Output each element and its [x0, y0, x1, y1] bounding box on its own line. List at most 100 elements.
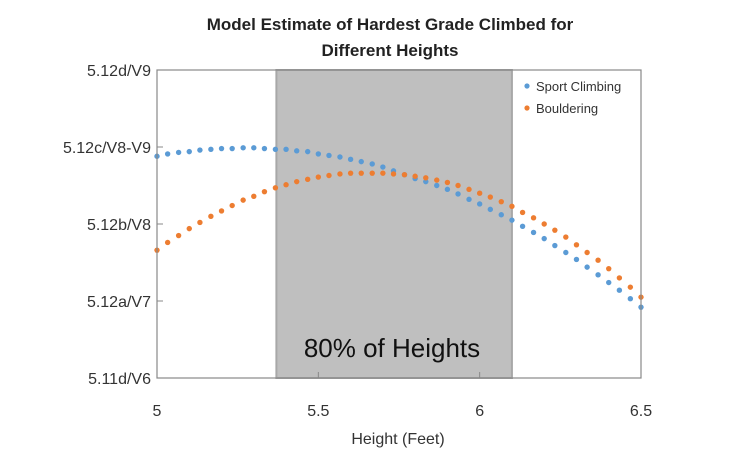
point-bouldering — [240, 197, 246, 203]
point-sport-climbing — [197, 147, 203, 153]
point-bouldering — [476, 190, 483, 196]
point-bouldering — [423, 175, 429, 181]
point-sport-climbing — [541, 235, 547, 242]
point-bouldering — [315, 174, 322, 180]
legend-marker-bouldering — [524, 105, 530, 111]
legend-label-sport-climbing: Sport Climbing — [536, 79, 621, 94]
x-tick-label: 6.5 — [630, 403, 652, 420]
point-bouldering — [466, 186, 472, 193]
point-sport-climbing — [466, 196, 472, 203]
point-sport-climbing — [218, 145, 225, 152]
point-bouldering — [616, 275, 623, 281]
point-bouldering — [541, 221, 547, 227]
x-axis-label: Height (Feet) — [351, 431, 444, 448]
y-tick-label: 5.12d/V9 — [87, 63, 151, 80]
point-bouldering — [229, 202, 235, 209]
point-sport-climbing — [272, 146, 279, 153]
point-sport-climbing — [186, 148, 192, 155]
point-sport-climbing — [358, 158, 364, 165]
point-sport-climbing — [434, 182, 440, 189]
point-bouldering — [627, 284, 634, 290]
point-bouldering — [606, 265, 612, 272]
point-bouldering — [390, 171, 397, 177]
point-sport-climbing — [476, 201, 483, 207]
point-sport-climbing — [530, 229, 537, 236]
point-bouldering — [218, 208, 225, 214]
point-bouldering — [530, 215, 537, 221]
point-sport-climbing — [423, 178, 429, 185]
point-bouldering — [208, 213, 214, 219]
x-tick-label: 6 — [475, 403, 484, 420]
x-tick-label: 5 — [153, 403, 162, 420]
point-sport-climbing — [552, 242, 558, 249]
point-bouldering — [164, 239, 171, 246]
point-bouldering — [186, 225, 192, 232]
shaded-region-label: 80% of Heights — [304, 333, 480, 363]
y-tick-label: 5.11d/V6 — [88, 371, 151, 388]
point-sport-climbing — [175, 149, 182, 156]
chart-title-line-2: Different Heights — [322, 41, 459, 60]
point-bouldering — [380, 170, 386, 176]
y-tick-label: 5.12b/V8 — [87, 217, 151, 234]
point-bouldering — [369, 170, 375, 176]
point-sport-climbing — [380, 164, 386, 170]
point-sport-climbing — [573, 256, 580, 263]
y-tick-label: 5.12c/V8-V9 — [63, 140, 151, 157]
point-sport-climbing — [616, 287, 623, 293]
point-sport-climbing — [595, 272, 601, 278]
point-bouldering — [487, 194, 494, 200]
point-bouldering — [337, 171, 343, 177]
point-bouldering — [519, 209, 526, 216]
point-bouldering — [401, 172, 408, 178]
point-sport-climbing — [337, 154, 343, 160]
point-bouldering — [444, 179, 451, 186]
point-sport-climbing — [315, 151, 322, 157]
y-tick-label: 5.12a/V7 — [87, 294, 151, 311]
point-sport-climbing — [229, 145, 235, 152]
point-sport-climbing — [563, 249, 569, 256]
point-bouldering — [175, 232, 182, 239]
point-bouldering — [498, 198, 504, 205]
point-sport-climbing — [369, 161, 375, 167]
point-bouldering — [584, 249, 590, 256]
point-sport-climbing — [584, 264, 590, 270]
point-bouldering — [509, 203, 515, 209]
point-bouldering — [455, 182, 461, 189]
legend-label-bouldering: Bouldering — [536, 101, 598, 116]
point-bouldering — [261, 188, 268, 195]
point-bouldering — [412, 173, 418, 179]
legend-marker-sport-climbing — [524, 83, 530, 89]
x-tick-label: 5.5 — [307, 403, 329, 420]
point-sport-climbing — [261, 145, 268, 152]
point-bouldering — [573, 242, 580, 248]
point-bouldering — [283, 182, 289, 188]
point-sport-climbing — [304, 148, 311, 155]
point-sport-climbing — [251, 145, 257, 151]
point-sport-climbing — [164, 151, 171, 157]
point-sport-climbing — [444, 186, 451, 193]
point-bouldering — [197, 219, 203, 226]
point-bouldering — [347, 170, 354, 176]
legend: Sport Climbing Bouldering — [524, 79, 621, 116]
point-sport-climbing — [455, 191, 461, 197]
point-bouldering — [294, 178, 300, 185]
point-sport-climbing — [627, 295, 634, 302]
point-sport-climbing — [240, 145, 246, 151]
point-sport-climbing — [498, 212, 504, 218]
point-sport-climbing — [487, 206, 494, 213]
point-bouldering — [563, 234, 569, 240]
point-sport-climbing — [294, 148, 300, 154]
point-bouldering — [251, 193, 257, 199]
point-sport-climbing — [347, 156, 354, 163]
point-bouldering — [304, 176, 311, 183]
point-sport-climbing — [519, 223, 526, 230]
point-sport-climbing — [326, 152, 332, 159]
point-bouldering — [595, 257, 601, 263]
point-sport-climbing — [283, 146, 289, 153]
point-sport-climbing — [509, 217, 515, 223]
chart-title-line-1: Model Estimate of Hardest Grade Climbed … — [207, 15, 574, 34]
point-bouldering — [272, 185, 279, 191]
point-bouldering — [358, 170, 364, 176]
point-sport-climbing — [606, 279, 612, 286]
